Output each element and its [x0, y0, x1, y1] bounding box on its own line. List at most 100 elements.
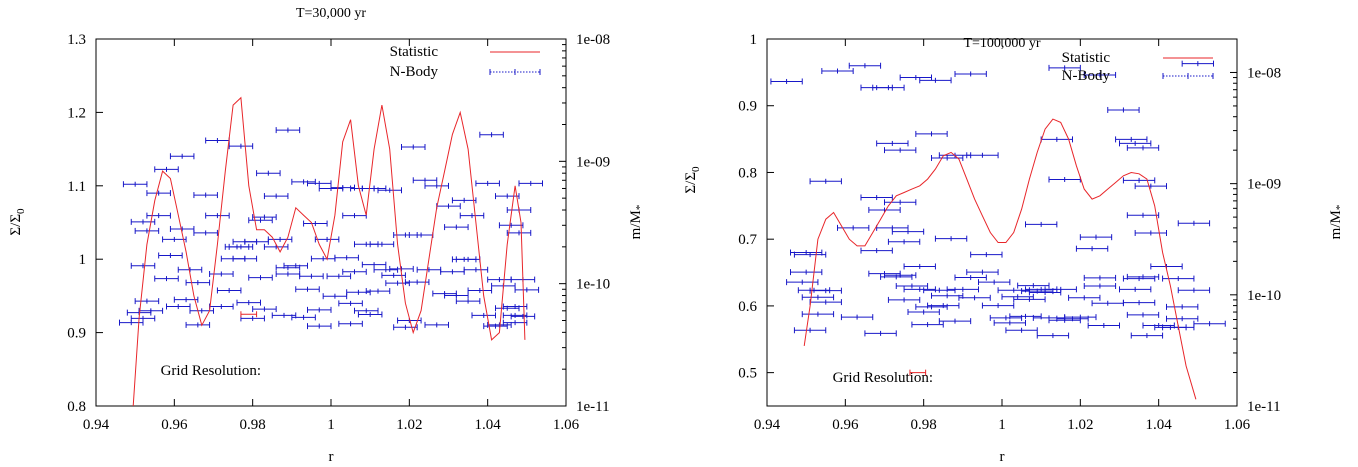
x-tick-label: 0.98	[240, 417, 266, 433]
x-tick-label: 1.04	[1146, 417, 1173, 433]
nbody-point	[342, 268, 367, 275]
nbody-point	[1068, 294, 1101, 301]
nbody-point	[334, 254, 359, 261]
nbody-point	[498, 222, 524, 229]
nbody-point	[915, 130, 948, 137]
plot-frame-left	[95, 38, 567, 407]
nbody-point	[263, 193, 289, 200]
nbody-point	[424, 321, 449, 328]
legend-nbody-label-right: N-Body	[1062, 68, 1111, 84]
nbody-point	[997, 287, 1030, 294]
nbody-point	[451, 197, 477, 204]
nbody-point	[1181, 60, 1214, 67]
nbody-point	[1122, 275, 1156, 282]
x-tick-label: 1.02	[396, 417, 422, 433]
nbody-point	[1048, 64, 1081, 71]
nbody-point	[389, 265, 414, 272]
nbody-point	[252, 214, 277, 221]
y-ticks-right: 0.5 0.6 0.7 0.8 0.9 1	[738, 32, 774, 382]
nbody-point	[314, 236, 340, 243]
nbody-point	[248, 274, 273, 281]
y2-axis-label-right-sub: *	[1334, 205, 1346, 211]
nbody-point	[326, 273, 352, 280]
nbody-point	[801, 294, 835, 301]
nbody-point	[1083, 71, 1117, 78]
y-axis-label-right: Σ/Σ0	[683, 166, 702, 194]
nbody-point	[903, 263, 936, 270]
y-axis-label-left-main: Σ/Σ	[8, 214, 24, 236]
nbody-point	[915, 303, 948, 310]
nbody-point	[1134, 229, 1167, 236]
nbody-point	[357, 311, 383, 318]
nbody-point	[134, 227, 160, 234]
nbody-point	[840, 314, 874, 321]
y-tick-label: 0.9	[67, 326, 86, 342]
legend-statistic-label-left: Statistic	[390, 44, 439, 60]
nbody-point	[1025, 221, 1058, 228]
nbody-point	[440, 268, 465, 275]
x-tick-label: 0.96	[832, 417, 859, 433]
y2-tick-label: 1e-09	[576, 154, 610, 170]
nbody-point	[1177, 220, 1211, 227]
nbody-point	[966, 152, 999, 159]
nbody-point	[467, 287, 493, 294]
grid-resolution-label-right: Grid Resolution:	[833, 370, 933, 386]
y2-tick-label: 1e-08	[576, 32, 610, 48]
nbody-point	[903, 286, 936, 293]
grid-resolution-label-left: Grid Resolution:	[161, 363, 261, 379]
series-statistic-right	[803, 118, 1197, 400]
nbody-point	[299, 273, 324, 280]
nbody-point	[401, 143, 426, 150]
nbody-point	[1166, 315, 1199, 322]
nbody-point	[954, 70, 987, 77]
nbody-point	[322, 293, 348, 300]
nbody-point	[1119, 140, 1152, 147]
nbody-point	[989, 314, 1023, 321]
nbody-point	[1126, 311, 1160, 318]
y2-ticks-right: 1e-11 1e-10 1e-09 1e-08	[1230, 38, 1281, 415]
y2-axis-label-right: m/M*	[1328, 205, 1346, 240]
nbody-point	[354, 307, 379, 314]
y-ticks-left: 0.8 0.9 1 1.1 1.2 1.3	[67, 32, 103, 415]
y-axis-label-left-sub: 0	[15, 208, 27, 214]
nbody-point	[1166, 303, 1199, 310]
y-tick-label: 1	[750, 32, 758, 48]
nbody-point	[931, 292, 964, 299]
nbody-point	[275, 127, 301, 134]
x-tick-label: 0.98	[911, 417, 937, 433]
nbody-point	[946, 286, 979, 293]
nbody-point	[459, 212, 485, 219]
grid-resolution-bar-left	[240, 311, 258, 318]
nbody-point	[173, 296, 199, 303]
nbody-point	[185, 321, 211, 328]
nbody-point	[1005, 327, 1038, 334]
nbody-point	[495, 193, 520, 200]
x-tick-label: 0.94	[754, 417, 781, 433]
nbody-point	[1013, 296, 1046, 303]
nbody-point	[177, 266, 203, 273]
nbody-point	[205, 212, 230, 219]
y2-axis-label-right-main: m/M	[1328, 210, 1344, 239]
nbody-point	[978, 279, 1011, 286]
nbody-point	[130, 315, 156, 322]
nbody-point	[970, 251, 1003, 258]
nbody-point	[471, 312, 496, 319]
nbody-point	[1001, 293, 1034, 300]
y2-tick-label: 1e-11	[576, 399, 610, 415]
x-axis-label-left: r	[329, 449, 334, 465]
y2-tick-label: 1e-10	[576, 277, 610, 293]
nbody-point	[1017, 282, 1050, 289]
nbody-point	[1119, 286, 1152, 293]
y2-tick-label: 1e-11	[1247, 399, 1281, 415]
nbody-point	[377, 187, 402, 194]
nbody-point	[884, 199, 917, 206]
nbody-point	[216, 287, 242, 294]
nbody-point	[162, 236, 187, 243]
nbody-point	[911, 321, 944, 328]
y-axis-label-right-sub: 0	[690, 166, 702, 172]
nbody-point	[412, 177, 438, 184]
nbody-point	[228, 243, 254, 250]
y-tick-label: 0.8	[738, 165, 757, 181]
nbody-point	[868, 270, 901, 277]
